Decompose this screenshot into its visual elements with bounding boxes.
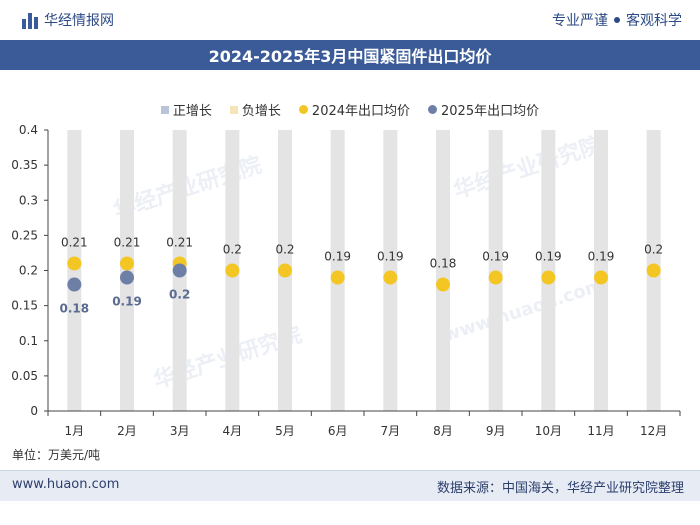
background-bar xyxy=(488,130,503,411)
point-2024 xyxy=(594,270,608,285)
legend-item-2024: 2024年出口均价 xyxy=(298,100,411,119)
slogan-right: 客观科学 xyxy=(626,13,682,29)
x-tick-label: 12月 xyxy=(640,424,667,438)
data-label-2025: 0.19 xyxy=(112,295,142,309)
top-bar: 华经情报网 专业严谨 客观科学 xyxy=(0,0,700,40)
x-tick-label: 5月 xyxy=(275,424,295,438)
data-label-2024: 0.19 xyxy=(482,250,509,264)
data-label-2025: 0.18 xyxy=(60,302,90,316)
background-bar xyxy=(383,130,398,411)
y-tick-label: 0 xyxy=(30,404,38,418)
data-label-2024: 0.21 xyxy=(166,235,193,249)
point-2024 xyxy=(488,270,503,285)
legend-swatch-negative xyxy=(229,105,238,114)
legend-label-2024: 2024年出口均价 xyxy=(311,104,411,119)
legend-item-2025: 2025年出口均价 xyxy=(428,100,539,119)
brand-logo-icon xyxy=(22,11,38,29)
data-label-2024: 0.21 xyxy=(61,235,88,249)
y-tick-label: 0.25 xyxy=(11,228,38,242)
legend-item-negative: 负增长 xyxy=(229,100,281,119)
brand: 华经情报网 xyxy=(22,10,114,30)
point-2025 xyxy=(120,270,134,285)
data-label-2025: 0.2 xyxy=(169,288,190,302)
x-tick-label: 2月 xyxy=(117,424,137,438)
x-tick-label: 4月 xyxy=(223,424,243,438)
footer-source: 数据来源：中国海关，华经产业研究院整理 xyxy=(436,481,684,496)
data-label-2024: 0.21 xyxy=(114,235,141,249)
x-tick-label: 9月 xyxy=(486,424,506,438)
legend-swatch-positive xyxy=(160,105,169,114)
slogan-left: 专业严谨 xyxy=(552,13,608,29)
background-bar xyxy=(67,130,82,411)
y-tick-label: 0.2 xyxy=(19,264,38,278)
title-bar: 2024-2025年3月中国紧固件出口均价 xyxy=(0,40,700,70)
data-label-2024: 0.2 xyxy=(275,243,294,257)
unit-label: 单位：万美元/吨 xyxy=(12,448,101,462)
data-label-2024: 0.19 xyxy=(377,250,404,264)
point-2024 xyxy=(330,270,345,285)
legend-label-2025: 2025年出口均价 xyxy=(441,104,540,119)
background-bar xyxy=(436,130,450,411)
x-tick-label: 3月 xyxy=(170,424,190,438)
point-2024 xyxy=(541,270,556,285)
point-2024 xyxy=(278,263,292,278)
background-bar xyxy=(594,130,608,411)
legend-item-positive: 正增长 xyxy=(160,100,212,119)
x-tick-label: 10月 xyxy=(535,424,562,438)
data-label-2024: 0.2 xyxy=(644,243,663,257)
background-bar xyxy=(541,130,556,411)
data-label-2024: 0.19 xyxy=(588,250,615,264)
chart-legend: 正增长 负增长 2024年出口均价 2025年出口均价 xyxy=(0,100,700,119)
legend-swatch-2024 xyxy=(298,105,308,114)
point-2025 xyxy=(172,263,187,278)
point-2024 xyxy=(383,270,398,285)
data-label-2024: 0.19 xyxy=(535,250,562,264)
x-tick-label: 8月 xyxy=(433,424,453,438)
x-tick-label: 11月 xyxy=(587,424,614,438)
point-2024 xyxy=(67,256,82,271)
y-tick-label: 0.4 xyxy=(19,123,38,137)
slogan-dot-icon xyxy=(614,17,620,23)
point-2024 xyxy=(120,256,134,271)
point-2024 xyxy=(225,263,240,278)
data-label-2024: 0.19 xyxy=(324,250,351,264)
x-tick-label: 7月 xyxy=(381,424,401,438)
brand-name: 华经情报网 xyxy=(44,13,114,29)
point-2025 xyxy=(67,277,82,292)
x-tick-label: 6月 xyxy=(328,424,348,438)
y-tick-label: 0.35 xyxy=(11,158,38,172)
legend-label-negative: 负增长 xyxy=(241,104,281,119)
chart-area: 0 0.05 0.1 0.15 0.2 0.25 0.3 0.35 0.4 1月 2月 3月 4月 5月 6… xyxy=(11,123,681,438)
y-tick-label: 0.05 xyxy=(11,369,38,383)
y-tick-label: 0.15 xyxy=(11,299,38,313)
slogan: 专业严谨 客观科学 xyxy=(552,10,682,30)
chart-title: 2024-2025年3月中国紧固件出口均价 xyxy=(208,47,492,66)
point-2024 xyxy=(436,277,450,292)
background-bar xyxy=(330,130,345,411)
x-tick-label: 1月 xyxy=(65,424,85,438)
point-2024 xyxy=(646,263,661,278)
footer: www.huaon.com 数据来源：中国海关，华经产业研究院整理 xyxy=(0,470,700,501)
legend-label-positive: 正增长 xyxy=(172,104,212,119)
data-label-2024: 0.18 xyxy=(430,257,457,271)
y-tick-label: 0.1 xyxy=(19,334,38,348)
y-tick-label: 0.3 xyxy=(19,193,38,207)
data-label-2024: 0.2 xyxy=(223,243,242,257)
background-bar xyxy=(120,130,134,411)
legend-swatch-2025 xyxy=(428,105,438,114)
footer-url: www.huaon.com xyxy=(12,477,120,492)
